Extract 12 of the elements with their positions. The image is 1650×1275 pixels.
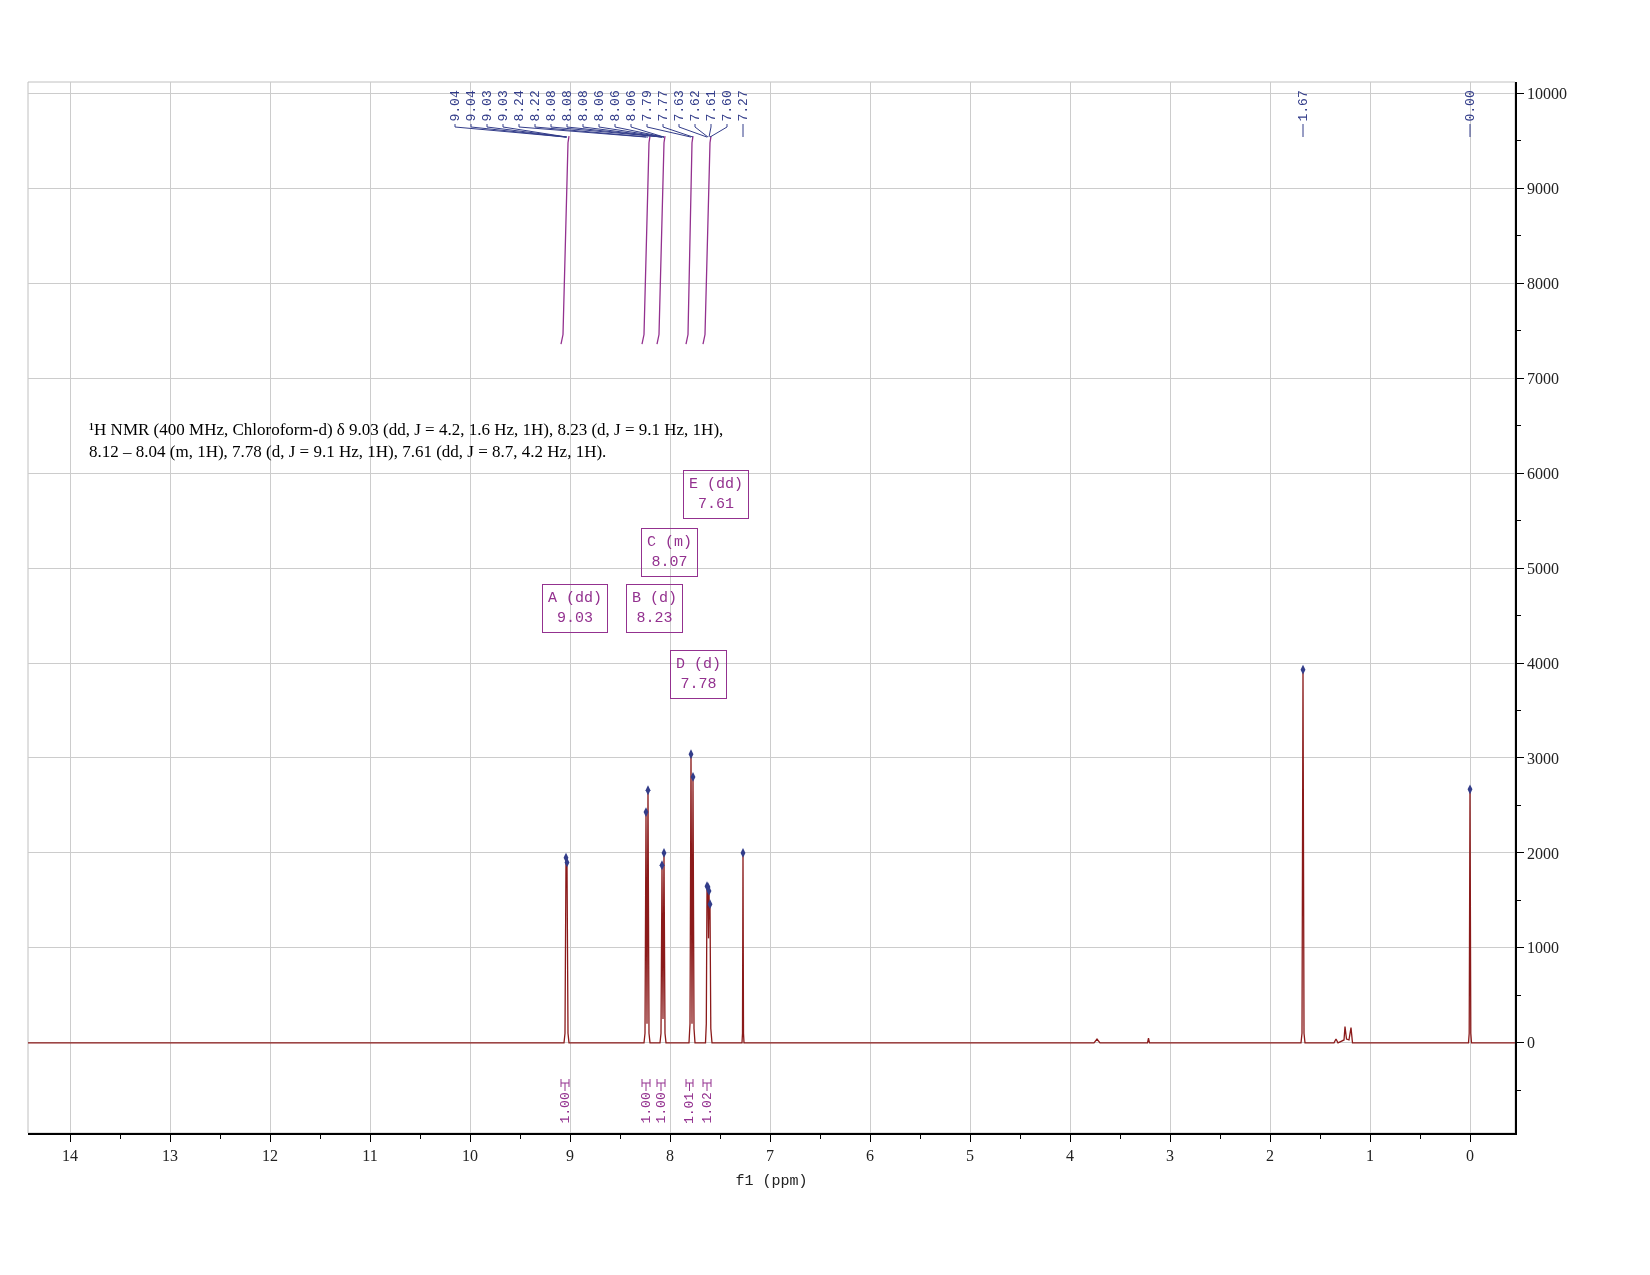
y-tick-label: 0 [1526, 1034, 1535, 1052]
y-tick-label: 10000 [1526, 84, 1567, 102]
y-tick-label: 6000 [1526, 464, 1559, 482]
x-tick-label: 14 [62, 1146, 78, 1164]
y-tick-label: 1000 [1526, 939, 1559, 957]
y-tick-label: 9000 [1526, 179, 1559, 197]
y-tick-label: 5000 [1526, 559, 1559, 577]
y-tick-label: 2000 [1526, 844, 1559, 862]
y-tick-label: 4000 [1526, 654, 1559, 672]
y-tick-label: 3000 [1526, 749, 1559, 767]
y-tick-label: 7000 [1526, 369, 1559, 387]
y-tick-label: 8000 [1526, 274, 1559, 292]
